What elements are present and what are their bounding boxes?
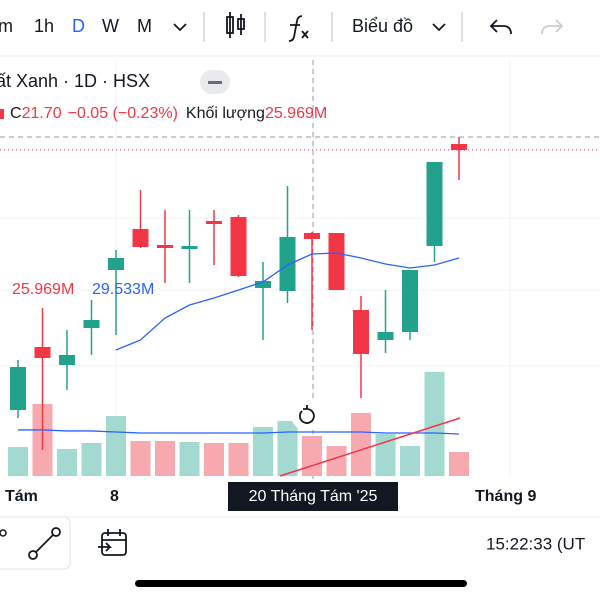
candle-body — [255, 281, 271, 288]
x-label: Tháng 9 — [475, 488, 536, 505]
candle-body — [206, 221, 222, 224]
volume-bar — [81, 442, 102, 476]
volume-bar — [8, 446, 28, 476]
symbol-title: ất Xanh · 1D · HSX — [0, 71, 150, 91]
clock: 15:22:33 (UT — [486, 534, 585, 553]
volume-bar — [351, 412, 371, 476]
close: 21.70 — [22, 105, 62, 122]
candle-body — [230, 217, 247, 276]
dropdown-icon[interactable] — [432, 23, 446, 32]
reset-icon — [299, 405, 315, 424]
reset-button[interactable] — [291, 399, 323, 431]
dropdown-icon[interactable] — [173, 23, 187, 32]
chart-type[interactable]: Biểu đồ — [352, 16, 413, 36]
volume-bar — [449, 451, 469, 476]
ma-line — [115, 252, 460, 351]
interval[interactable]: m — [0, 16, 13, 36]
volume-ma: 29.533M — [92, 281, 154, 298]
legend-edge — [0, 109, 4, 119]
plot — [8, 137, 469, 476]
candle-body — [181, 246, 198, 249]
drawing-toolbar — [0, 516, 71, 570]
close-label: C — [10, 105, 22, 122]
volume-bar — [179, 441, 200, 476]
volume-value: 25.969M — [12, 281, 74, 298]
volume-bar — [204, 442, 224, 476]
legend-values: C21.70 −0.05 (−0.23%) Khối lượng25.969M — [10, 105, 327, 122]
candle-body — [353, 310, 369, 354]
candle-body — [132, 229, 149, 247]
x-axis: Tám 8 Tháng 9 — [5, 488, 536, 505]
volume: 25.969M — [265, 105, 327, 122]
interval[interactable]: W — [102, 16, 119, 36]
goto-date-icon[interactable] — [98, 529, 127, 556]
collapse-icon — [208, 81, 222, 84]
candle-body — [279, 237, 296, 291]
volume-bar — [400, 445, 420, 476]
candle-body — [157, 245, 173, 248]
volume-bar — [326, 445, 347, 476]
candle-body — [328, 233, 345, 290]
home-indicator — [135, 580, 467, 587]
volume-bar — [130, 440, 151, 476]
volume-bar — [57, 448, 77, 476]
crosshair-label-box — [228, 482, 398, 511]
volume-label: Khối lượng — [186, 105, 265, 122]
candle-body — [83, 320, 100, 328]
candle-body — [34, 347, 51, 358]
candle-body — [377, 332, 394, 340]
candle-body — [451, 144, 467, 150]
candle-body — [108, 258, 124, 270]
line-tool-icon[interactable] — [28, 527, 61, 560]
volume-bar — [253, 426, 273, 476]
x-label: Tám — [5, 488, 38, 505]
volume-bar — [375, 434, 396, 476]
undo-icon[interactable] — [489, 19, 512, 35]
interval[interactable]: 1h — [34, 16, 54, 36]
volume-bar — [424, 371, 445, 476]
interval[interactable]: D — [72, 16, 85, 36]
interval[interactable]: M — [137, 16, 152, 36]
toolbar: m 1h D W M Biểu đồ — [0, 16, 413, 36]
indicator-icon[interactable] — [288, 15, 309, 42]
volume-bar — [228, 442, 249, 476]
x-label: 8 — [110, 488, 119, 505]
crosshair-label: 20 Tháng Tám '25 — [249, 488, 378, 505]
redo-icon[interactable] — [541, 19, 564, 35]
candle-body — [426, 162, 443, 246]
volume-bar — [302, 435, 322, 476]
toolbar-icons — [173, 12, 564, 42]
candle-body — [10, 367, 26, 410]
tool-icon[interactable] — [0, 529, 7, 537]
volume-bar — [106, 415, 126, 476]
candle-body — [304, 233, 320, 239]
change: −0.05 (−0.23%) — [68, 105, 178, 122]
volume-ma-line — [18, 429, 460, 435]
volume-bar — [155, 440, 175, 476]
trend-line[interactable] — [279, 417, 461, 477]
candle-body — [59, 355, 75, 365]
candle-body — [402, 270, 418, 332]
volume-bar — [277, 420, 298, 476]
